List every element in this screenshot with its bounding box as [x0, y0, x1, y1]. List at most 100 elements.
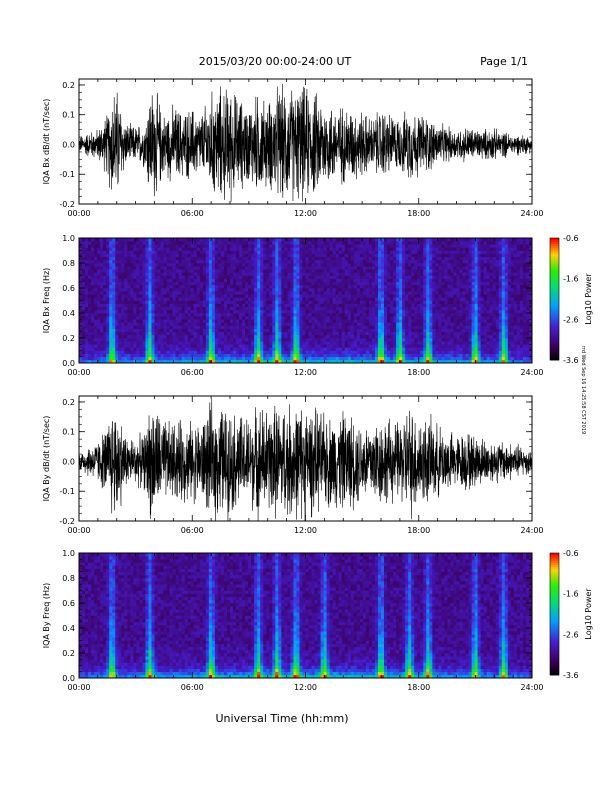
heatmap-cell: [338, 288, 343, 292]
heatmap-cell: [142, 353, 146, 358]
heatmap-cell: [323, 309, 327, 314]
heatmap-cell: [356, 325, 361, 329]
heatmap-cell: [157, 250, 161, 254]
heatmap-cell: [290, 241, 294, 245]
heatmap-cell: [220, 238, 225, 242]
heatmap-cell: [211, 253, 216, 258]
heatmap-cell: [341, 300, 346, 304]
heatmap-cell: [160, 275, 164, 279]
heatmap-cell: [175, 338, 179, 342]
heatmap-cell: [166, 266, 170, 270]
heatmap-cell: [211, 263, 216, 267]
heatmap-cell: [175, 238, 179, 242]
heatmap-cell: [208, 325, 213, 329]
heatmap-cell: [390, 306, 394, 311]
heatmap-cell: [420, 350, 424, 354]
heatmap-cell: [124, 316, 128, 320]
heatmap-cell: [178, 353, 182, 358]
heatmap-cell: [145, 341, 149, 345]
heatmap-cell: [365, 316, 370, 320]
heatmap-cell: [112, 278, 116, 283]
heatmap-cell: [202, 297, 207, 301]
heatmap-cell: [272, 250, 276, 254]
heatmap-cell: [181, 256, 185, 261]
heatmap-cell: [302, 259, 306, 264]
heatmap-cell: [335, 316, 340, 320]
heatmap-cell: [148, 288, 152, 292]
heatmap-cell: [402, 241, 406, 245]
heatmap-cell: [91, 328, 95, 333]
heatmap-cell: [181, 306, 185, 311]
heatmap-cell: [272, 328, 276, 333]
heatmap-cell: [317, 316, 321, 320]
heatmap-cell: [94, 297, 98, 301]
heatmap-cell: [432, 284, 436, 289]
heatmap-cell: [423, 281, 427, 286]
heatmap-cell: [91, 284, 95, 289]
heatmap-cell: [414, 297, 418, 301]
heatmap-cell: [202, 275, 207, 279]
heatmap-cell: [420, 344, 424, 348]
heatmap-cell: [208, 269, 213, 273]
heatmap-cell: [199, 350, 204, 354]
heatmap-cell: [223, 256, 228, 261]
heatmap-cell: [377, 281, 382, 286]
heatmap-cell: [118, 266, 122, 270]
heatmap-cell: [414, 347, 418, 351]
heatmap-cell: [97, 253, 101, 258]
heatmap-cell: [88, 347, 92, 351]
heatmap-cell: [423, 359, 427, 364]
heatmap-cell: [281, 350, 285, 354]
heatmap-cell: [214, 300, 219, 304]
heatmap-cell: [139, 263, 143, 267]
heatmap-cell: [329, 350, 333, 354]
heatmap-cell: [109, 328, 113, 333]
panel-1-waveform: [79, 83, 532, 202]
heatmap-cell: [269, 269, 273, 273]
heatmap-cell: [251, 344, 255, 348]
heatmap-cell: [266, 341, 270, 345]
heatmap-cell: [94, 356, 98, 361]
heatmap-cell: [230, 278, 234, 283]
heatmap-cell: [251, 266, 255, 270]
heatmap-cell: [175, 281, 179, 286]
heatmap-cell: [251, 278, 255, 283]
heatmap-cell: [163, 259, 167, 264]
heatmap-cell: [326, 297, 330, 301]
heatmap-cell: [220, 269, 225, 273]
heatmap-cell: [290, 322, 294, 326]
heatmap-cell: [359, 269, 364, 273]
heatmap-cell: [414, 253, 418, 258]
heatmap-cell: [136, 256, 140, 261]
heatmap-cell: [208, 288, 213, 292]
heatmap-cell: [220, 281, 225, 286]
heatmap-cell: [211, 294, 216, 298]
heatmap-cell: [390, 344, 394, 348]
heatmap-cell: [377, 244, 382, 248]
heatmap-cell: [387, 341, 391, 345]
heatmap-cell: [387, 300, 391, 304]
heatmap-cell: [118, 281, 122, 286]
heatmap-cell: [411, 331, 415, 336]
heatmap-cell: [432, 300, 436, 304]
heatmap-cell: [196, 353, 201, 358]
heatmap-cell: [106, 244, 110, 248]
heatmap-cell: [399, 259, 403, 264]
heatmap-cell: [172, 238, 176, 242]
heatmap-cell: [239, 338, 243, 342]
heatmap-cell: [284, 300, 288, 304]
heatmap-cell: [296, 278, 300, 283]
heatmap-cell: [308, 281, 312, 286]
heatmap-cell: [281, 341, 285, 345]
heatmap-cell: [196, 356, 201, 361]
heatmap-cell: [187, 263, 192, 267]
heatmap-cell: [211, 256, 216, 261]
heatmap-cell: [377, 278, 382, 283]
heatmap-cell: [118, 263, 122, 267]
heatmap-cell: [365, 238, 370, 242]
heatmap-cell: [239, 347, 243, 351]
heatmap-cell: [145, 278, 149, 283]
heatmap-cell: [239, 359, 243, 364]
heatmap-cell: [217, 259, 222, 264]
heatmap-cell: [106, 281, 110, 286]
